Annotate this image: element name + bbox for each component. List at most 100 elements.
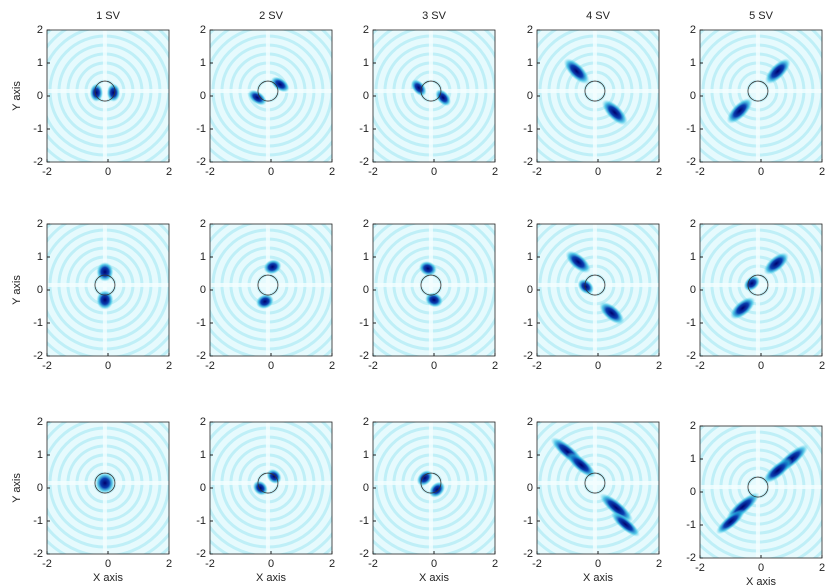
x-tick-label: -2 — [42, 166, 52, 178]
x-tick-label: -2 — [368, 558, 378, 570]
lobe — [743, 275, 761, 292]
y-tick-label: 2 — [363, 416, 369, 428]
lobe — [599, 493, 634, 523]
panel: -2 0 2 -2 -1 0 1 2 Y axis — [11, 218, 172, 372]
lobe — [425, 292, 443, 308]
y-tick-label: 0 — [690, 90, 696, 102]
y-tick-label: -2 — [196, 548, 206, 560]
y-tick-label: 2 — [200, 416, 206, 428]
x-tick-label: 2 — [656, 360, 662, 372]
x-tick-label: 0 — [431, 166, 437, 178]
x-tick-label: 0 — [105, 360, 111, 372]
x-tick-label: 2 — [166, 360, 172, 372]
y-tick-label: 0 — [37, 90, 43, 102]
panel-title: 4 SV — [586, 10, 611, 22]
heatmap — [700, 224, 822, 356]
y-tick-label: -2 — [196, 350, 206, 362]
marker — [747, 476, 769, 498]
x-tick-label: 0 — [758, 562, 764, 574]
x-tick-label: -2 — [532, 360, 542, 372]
x-tick-label: 0 — [268, 558, 274, 570]
y-axis-label: Y axis — [11, 473, 23, 503]
lobe — [263, 259, 282, 275]
y-tick-label: -1 — [686, 123, 696, 135]
y-tick-label: 1 — [527, 449, 533, 461]
x-tick-label: 2 — [329, 360, 335, 372]
marker — [257, 80, 279, 102]
y-tick-label: 1 — [37, 251, 43, 263]
panel-title: 1 SV — [96, 10, 121, 22]
lobe — [763, 457, 793, 484]
lobe — [726, 97, 753, 124]
lobe — [563, 58, 590, 85]
x-tick-label: 0 — [595, 360, 601, 372]
heatmap — [700, 30, 822, 162]
lobe — [247, 89, 267, 106]
lobe — [566, 452, 596, 478]
x-tick-label: 0 — [268, 360, 274, 372]
y-tick-label: 2 — [200, 24, 206, 36]
x-tick-label: 2 — [166, 558, 172, 570]
y-tick-label: 2 — [527, 416, 533, 428]
marker — [584, 472, 606, 494]
y-tick-label: -2 — [686, 350, 696, 362]
lobe — [764, 58, 791, 85]
lobe — [599, 301, 625, 325]
x-tick-label: -2 — [532, 558, 542, 570]
x-axis-label: X axis — [93, 572, 123, 584]
x-tick-label: 2 — [656, 558, 662, 570]
x-tick-label: 0 — [595, 558, 601, 570]
panel: -2 0 2 -2 -1 0 1 2 — [359, 218, 498, 372]
heatmap — [47, 422, 169, 554]
marker — [747, 80, 769, 102]
y-tick-label: -1 — [196, 515, 206, 527]
x-tick-label: -2 — [695, 166, 705, 178]
y-tick-label: 1 — [363, 251, 369, 263]
y-tick-label: -1 — [359, 515, 369, 527]
y-tick-label: 0 — [363, 284, 369, 296]
y-tick-label: 1 — [690, 251, 696, 263]
lobe — [96, 261, 114, 282]
lobe — [577, 278, 594, 295]
lobe — [428, 481, 446, 498]
x-tick-label: -2 — [42, 360, 52, 372]
y-tick-label: -1 — [33, 317, 43, 329]
y-tick-label: -2 — [33, 156, 43, 168]
y-tick-label: 0 — [37, 482, 43, 494]
y-tick-label: -2 — [33, 350, 43, 362]
y-tick-label: 0 — [200, 90, 206, 102]
y-tick-label: 1 — [690, 57, 696, 69]
y-tick-label: -2 — [33, 548, 43, 560]
x-axis-label: X axis — [746, 576, 776, 588]
x-tick-label: -2 — [205, 360, 215, 372]
y-tick-label: 0 — [200, 482, 206, 494]
x-tick-label: 0 — [758, 360, 764, 372]
x-tick-label: 2 — [492, 558, 498, 570]
y-tick-label: 0 — [690, 486, 696, 498]
heatmap — [373, 224, 495, 356]
panel-title: 2 SV — [259, 10, 284, 22]
x-tick-label: 0 — [431, 558, 437, 570]
y-tick-label: 0 — [690, 284, 696, 296]
marker — [94, 80, 116, 102]
lobe — [95, 472, 115, 494]
y-tick-label: 0 — [363, 482, 369, 494]
y-tick-label: 2 — [37, 24, 43, 36]
marker — [584, 80, 606, 102]
lobe — [715, 509, 746, 535]
y-tick-label: -1 — [196, 317, 206, 329]
heatmap — [537, 422, 659, 554]
lobe — [435, 89, 452, 107]
y-tick-label: 2 — [690, 420, 696, 432]
y-tick-label: 2 — [527, 218, 533, 230]
x-tick-label: 2 — [492, 166, 498, 178]
x-tick-label: -2 — [695, 562, 705, 574]
lobe — [270, 76, 290, 93]
y-tick-label: -2 — [523, 548, 533, 560]
y-tick-label: 2 — [527, 24, 533, 36]
y-tick-label: 0 — [363, 90, 369, 102]
y-tick-label: 0 — [200, 284, 206, 296]
x-tick-label: 0 — [431, 360, 437, 372]
y-tick-label: -2 — [686, 156, 696, 168]
x-axis-label: X axis — [256, 572, 286, 584]
